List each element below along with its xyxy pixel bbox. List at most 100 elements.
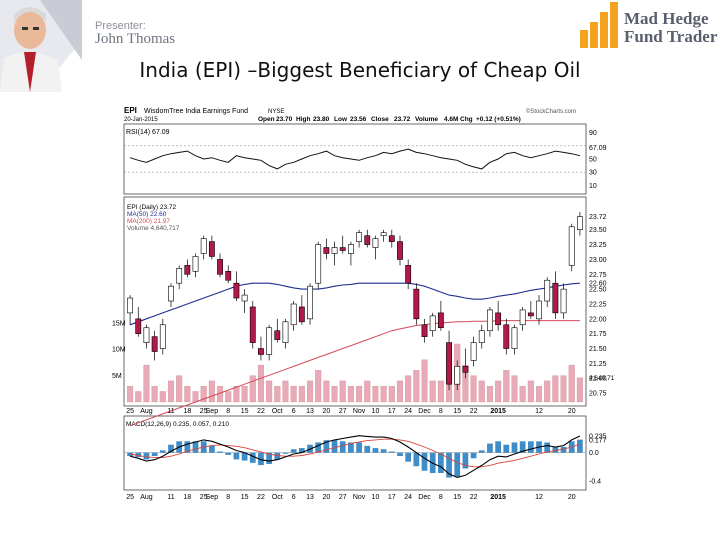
candle-body	[429, 315, 436, 332]
macd-tick-label: -0.4	[589, 478, 601, 485]
x-axis-label: 18	[183, 408, 191, 415]
volume-tick-label: 15M	[112, 320, 126, 327]
price-tick-label: 22.75	[589, 272, 607, 279]
x-axis-label: 15	[241, 494, 249, 501]
macd-histogram-bar	[380, 449, 387, 453]
candle-body	[372, 238, 379, 248]
price-tick-label: 23.72	[589, 214, 607, 221]
candle-body	[159, 324, 166, 349]
x-axis-label: 6	[292, 494, 296, 501]
volume-bar	[527, 380, 534, 403]
x-axis-label: 12	[535, 494, 543, 501]
price-tick-label: 23.25	[589, 242, 607, 249]
candle-body	[233, 282, 240, 299]
price-legend-2: MA(200) 21.97	[127, 218, 170, 225]
x-axis-label: 11	[167, 408, 174, 415]
macd-histogram-bar	[495, 441, 501, 453]
x-axis-label: Oct	[272, 408, 283, 415]
quote-open: 23.70	[276, 116, 293, 123]
candle-body	[225, 271, 232, 281]
quote-high: 23.80	[313, 116, 330, 123]
volume-bar	[274, 386, 281, 403]
candle-body	[413, 288, 420, 320]
rsi-tick-label: 67.09	[589, 145, 607, 152]
x-axis-label: 15	[241, 408, 249, 415]
volume-bar	[225, 391, 232, 403]
candle-body	[315, 244, 322, 284]
macd-histogram-bar	[478, 450, 485, 453]
price-tick-label: 21.00	[589, 376, 607, 383]
volume-bar	[364, 380, 371, 403]
volume-tick-label: 10M	[112, 347, 126, 354]
quote-volume: 4.6M	[444, 116, 458, 123]
macd-histogram-bar	[233, 452, 240, 460]
macd-histogram-bar	[544, 442, 551, 453]
volume-bar	[552, 375, 559, 403]
x-axis-label: 17	[388, 494, 396, 501]
x-axis-label: 8	[439, 408, 443, 415]
macd-histogram-bar	[348, 442, 354, 453]
x-axis-label: 22	[470, 408, 478, 415]
quote-chg-label: Chg	[460, 116, 473, 123]
x-axis-label: 8	[226, 408, 230, 415]
candle-body	[568, 226, 575, 266]
volume-bar	[339, 380, 346, 403]
macd-histogram-bar	[519, 441, 526, 453]
macd-histogram-bar	[388, 451, 395, 453]
macd-panel	[123, 415, 587, 491]
macd-tick-label: 0.235	[589, 434, 607, 441]
macd-histogram-bar	[438, 452, 444, 474]
quote-close-label: Close	[371, 116, 389, 123]
macd-histogram-bar	[462, 452, 469, 469]
volume-bar	[388, 386, 395, 403]
macd-histogram-bar	[241, 452, 248, 461]
macd-line	[129, 435, 581, 478]
x-axis-label: Aug	[140, 494, 153, 501]
volume-bar	[307, 380, 314, 403]
volume-bar	[396, 380, 403, 403]
x-axis-label: 25	[200, 408, 208, 415]
x-axis-label: 20	[322, 494, 330, 501]
x-axis-label: Dec	[418, 494, 431, 501]
macd-histogram-bar	[290, 449, 297, 453]
candle-body	[135, 318, 142, 334]
volume-bar	[544, 380, 551, 403]
macd-histogram-bar	[552, 446, 559, 453]
volume-bar	[192, 391, 199, 403]
macd-histogram-bar	[470, 452, 477, 459]
volume-bar	[200, 386, 207, 403]
logo-text-line2: Fund Trader	[624, 27, 718, 46]
x-axis-label: 18	[183, 494, 191, 501]
candle-body	[437, 312, 444, 329]
candle-body	[307, 285, 313, 320]
macd-histogram-bar	[454, 452, 461, 477]
quote-low: 23.56	[350, 116, 367, 123]
x-axis-label: 20	[322, 408, 330, 415]
candle-body	[552, 282, 559, 314]
macd-signal-line	[130, 438, 581, 468]
logo-icon	[578, 0, 620, 50]
candle-body	[364, 235, 371, 245]
macd-tick-label: 0.0	[589, 450, 599, 457]
macd-histogram-bar	[356, 442, 362, 453]
candle-body	[274, 330, 281, 340]
candle-body	[536, 300, 542, 320]
macd-histogram-bar	[364, 445, 371, 453]
candle-body	[446, 342, 452, 385]
macd-histogram-bar	[413, 452, 420, 467]
volume-bar	[266, 380, 273, 403]
logo-text-line1: Mad Hedge	[624, 9, 709, 28]
macd-histogram-bar	[249, 452, 256, 463]
x-axis-label: 11	[167, 494, 174, 501]
x-axis-label: Dec	[418, 408, 431, 415]
macd-histogram-bar	[577, 439, 583, 453]
candle-body	[380, 232, 387, 236]
candle-body	[168, 285, 174, 302]
volume-bar	[282, 380, 289, 403]
candle-body	[503, 324, 510, 349]
volume-last-label: 4,640,717	[589, 375, 615, 382]
candle-body	[127, 297, 134, 314]
x-axis-label: 8	[439, 494, 443, 501]
macd-histogram-bar	[225, 452, 232, 455]
macd-histogram-bar	[527, 441, 534, 453]
